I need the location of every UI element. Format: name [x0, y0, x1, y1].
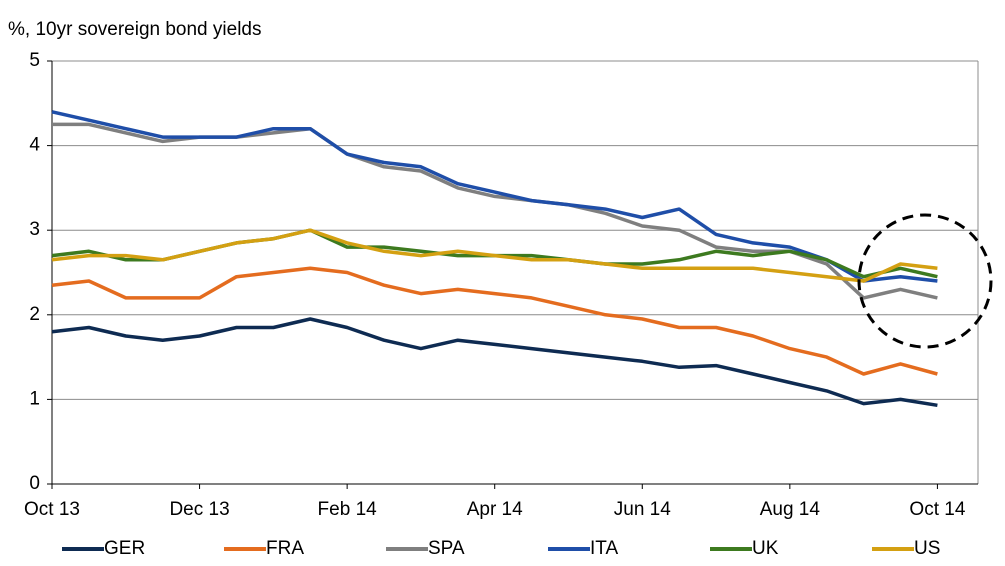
series-line [51, 266, 938, 376]
y-tick-label: 2 [29, 304, 40, 325]
highlight-circle [857, 213, 993, 349]
legend-label: UK [752, 538, 779, 559]
legend-label: FRA [266, 538, 304, 559]
y-tick-label: 1 [29, 388, 40, 409]
series-line [51, 228, 938, 283]
x-tick-label: Dec 13 [169, 499, 229, 520]
x-tick-label: Aug 14 [760, 499, 821, 520]
y-tick-label: 3 [29, 219, 40, 240]
y-tick-label: 4 [29, 135, 40, 156]
y-tick-label: 0 [29, 473, 40, 494]
y-tick-label: 5 [29, 50, 40, 71]
legend-label: ITA [590, 538, 618, 559]
chart-subtitle: %, 10yr sovereign bond yields [8, 19, 261, 40]
x-tick-label: Feb 14 [318, 499, 378, 520]
legend-label: GER [104, 538, 145, 559]
x-tick-label: Oct 14 [909, 499, 965, 520]
legend-label: US [914, 538, 940, 559]
x-tick-label: Jun 14 [614, 499, 671, 520]
x-tick-label: Apr 14 [467, 499, 523, 520]
series-line [51, 110, 938, 283]
series-line [51, 317, 938, 408]
x-tick-label: Oct 13 [24, 499, 80, 520]
legend-label: SPA [428, 538, 465, 559]
series-line [52, 122, 938, 300]
